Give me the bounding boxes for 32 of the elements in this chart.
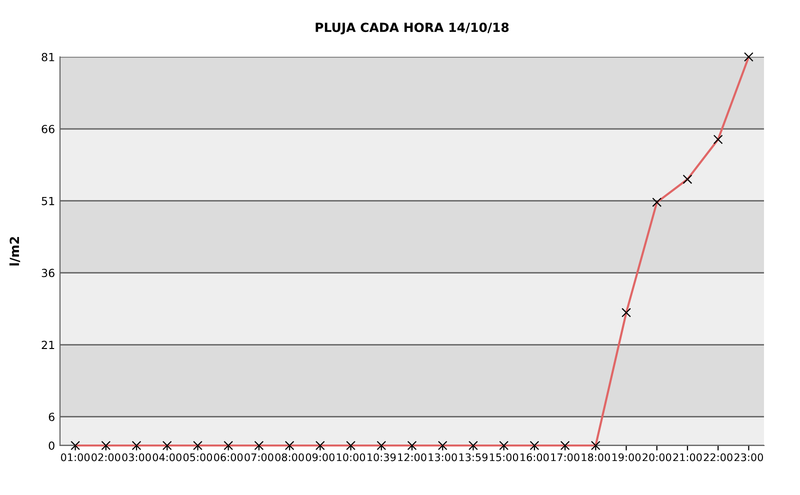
chart-title: PLUJA CADA HORA 14/10/18: [316, 22, 509, 34]
x-tick-label: 10:39: [368, 453, 396, 462]
y-tick-label: 81: [42, 52, 54, 62]
x-tick-label: 23:00: [734, 453, 764, 462]
y-tick-label: 51: [42, 196, 54, 206]
x-tick-label: 13:59: [459, 453, 488, 462]
x-tick-label: 16:00: [520, 453, 549, 462]
x-tick-label: 22:00: [704, 453, 732, 462]
x-tick-label: 18:00: [582, 453, 610, 462]
y-tick-label: 36: [42, 268, 54, 278]
x-tick-label: 02:00: [92, 453, 120, 462]
x-tick-label: 15:00: [490, 453, 518, 462]
x-tick-label: 05:00: [183, 453, 212, 462]
x-tick-label: 21:00: [673, 453, 702, 462]
x-tick-label: 17:00: [551, 453, 580, 462]
x-tick-label: 20:00: [642, 453, 672, 462]
x-tick-label: 04:00: [152, 453, 182, 462]
y-tick-label: 0: [48, 441, 54, 450]
x-tick-label: 08:00: [275, 453, 304, 462]
y-tick-label: 21: [42, 340, 54, 349]
x-tick-label: 13:00: [428, 453, 457, 462]
y-axis-title: l/m2: [9, 237, 20, 266]
y-tick-label: 66: [42, 124, 54, 134]
x-tick-label: 06:00: [214, 453, 243, 462]
x-tick-label: 09:00: [306, 453, 334, 462]
x-tick-label: 19:00: [612, 453, 641, 462]
y-tick-label: 6: [48, 412, 54, 422]
x-tick-label: 10:00: [336, 453, 366, 462]
x-tick-label: 01:00: [60, 453, 90, 462]
x-tick-label: 07:00: [244, 453, 274, 462]
x-tick-label: 12:00: [398, 453, 426, 462]
x-tick-label: 03:00: [122, 453, 151, 462]
